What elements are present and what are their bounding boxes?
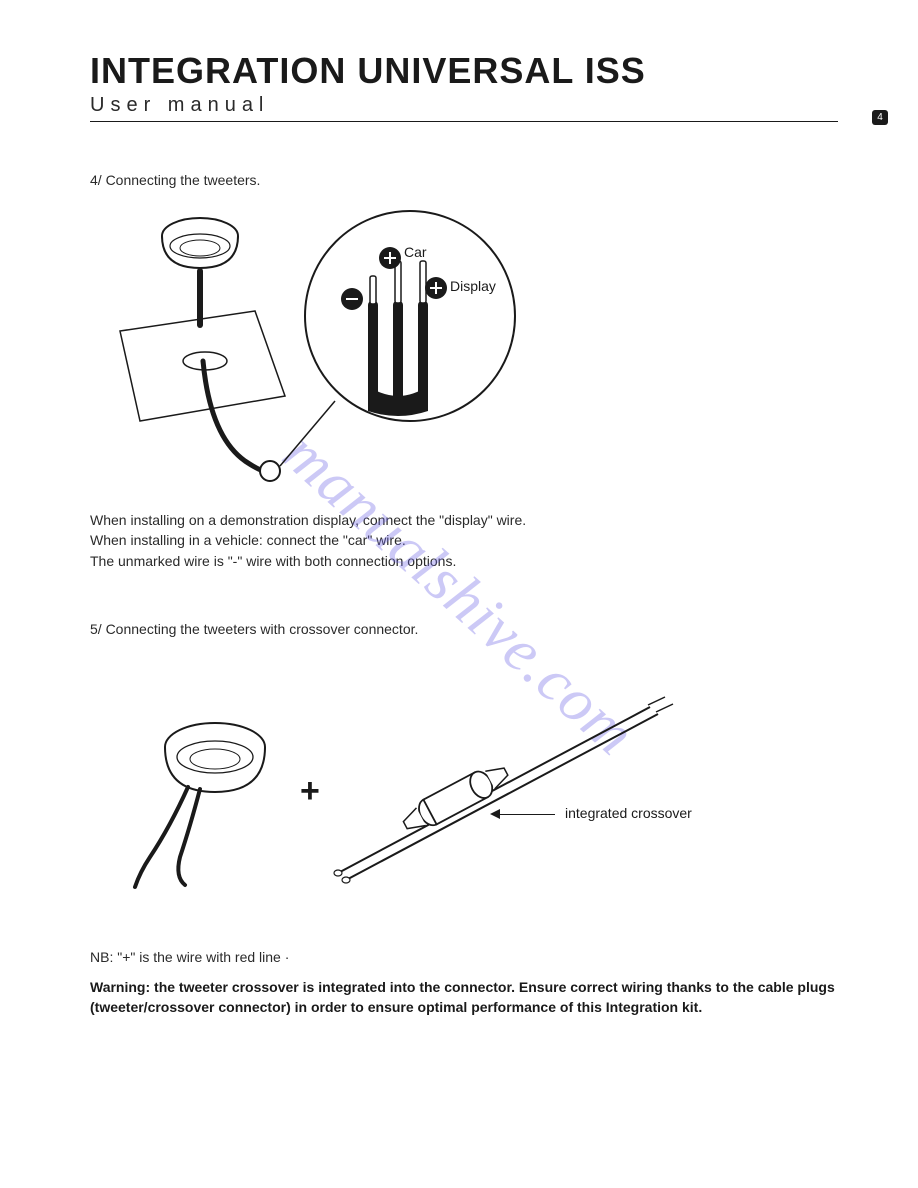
section5-diagram: + integrated crossover <box>90 657 838 917</box>
section5-heading: 5/ Connecting the tweeters with crossove… <box>90 621 838 637</box>
section4-diagram: Car Display <box>90 206 838 496</box>
section5-warning: Warning: the tweeter crossover is integr… <box>90 977 838 1018</box>
title-underline <box>90 121 838 122</box>
arrow-head <box>490 809 500 819</box>
arrow-line <box>500 814 555 815</box>
section4-body: When installing on a demonstration displ… <box>90 510 838 571</box>
page-title: INTEGRATION UNIVERSAL ISS <box>90 50 838 92</box>
page-subtitle: User manual <box>90 94 838 117</box>
diagram-label-display: Display <box>450 278 496 294</box>
diagram-label-car: Car <box>404 244 427 260</box>
plus-symbol: + <box>300 772 320 811</box>
section4-body-line2: When installing in a vehicle: connect th… <box>90 530 838 550</box>
page-number-badge: 4 <box>872 110 888 125</box>
section4-body-line1: When installing on a demonstration displ… <box>90 510 838 530</box>
section5-nb: NB: "+" is the wire with red line · <box>90 947 838 967</box>
section4-heading: 4/ Connecting the tweeters. <box>90 172 838 188</box>
crossover-callout: integrated crossover <box>565 805 692 821</box>
section4-body-line3: The unmarked wire is "-" wire with both … <box>90 551 838 571</box>
